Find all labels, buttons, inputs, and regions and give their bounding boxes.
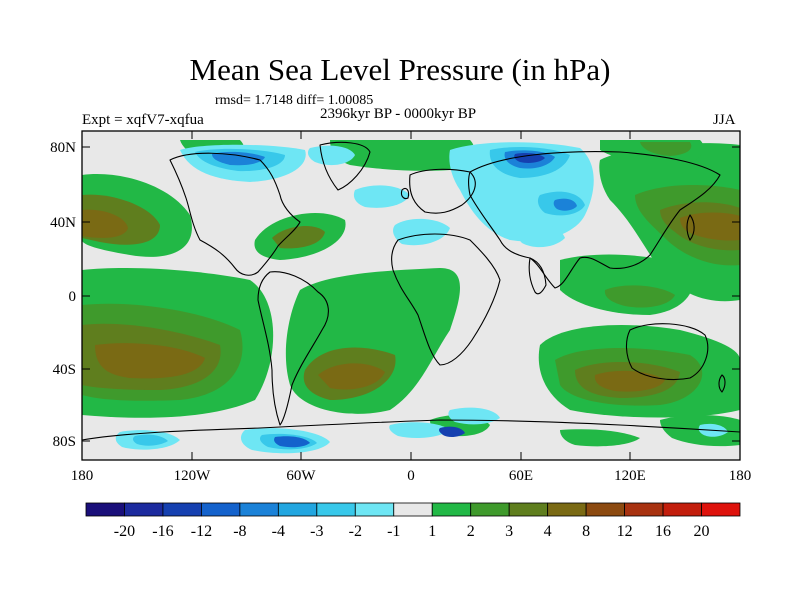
legend-label-9: 2	[467, 523, 475, 540]
negative-anomaly-fields	[115, 142, 728, 454]
figure-title: Mean Sea Level Pressure (in hPa)	[189, 52, 611, 87]
legend-label-14: 16	[655, 523, 671, 540]
legend-label-1: -16	[152, 523, 173, 540]
lon-label-60w: 60W	[286, 468, 316, 484]
lat-label-40s: 40S	[53, 362, 76, 378]
legend-swatch-10	[470, 502, 510, 517]
legend-label-5: -3	[310, 523, 323, 540]
lon-label-60e: 60E	[509, 468, 533, 484]
legend-label-0: -20	[114, 523, 135, 540]
legend-label-11: 4	[544, 523, 552, 540]
legend-swatch-8	[393, 502, 433, 517]
legend-swatch-1	[124, 502, 164, 517]
legend-label-12: 8	[582, 523, 590, 540]
legend-label-2: -12	[191, 523, 212, 540]
legend-label-10: 3	[505, 523, 513, 540]
lat-label-80s: 80S	[53, 434, 76, 450]
legend-swatch-7	[354, 502, 395, 517]
legend-swatch-15	[662, 502, 702, 517]
legend-label-3: -8	[233, 523, 246, 540]
legend-swatch-16	[701, 502, 741, 517]
legend-label-13: 12	[617, 523, 633, 540]
lat-label-80n: 80N	[50, 140, 76, 156]
legend-swatch-13	[585, 502, 625, 517]
legend-label-15: 20	[694, 523, 710, 540]
legend-swatch-6	[316, 502, 356, 517]
legend-label-8: 1	[428, 523, 436, 540]
legend-label-7: -1	[387, 523, 400, 540]
lon-label-120e: 120E	[614, 468, 646, 484]
lat-label-0: 0	[69, 289, 77, 305]
legend-swatch-0	[85, 502, 125, 517]
lon-label-180w: 180	[71, 468, 94, 484]
longitude-ticks	[191, 131, 631, 460]
legend-label-4: -4	[272, 523, 285, 540]
season-label: JJA	[713, 112, 736, 128]
legend-swatch-14	[624, 502, 664, 517]
lon-label-180e: 180	[729, 468, 752, 484]
legend-labels: -20 -16 -12 -8 -4 -3 -2 -1 1 2 3 4 8 12 16 20	[114, 523, 710, 540]
lon-label-0: 0	[407, 468, 415, 484]
legend-swatch-12	[547, 502, 587, 517]
legend-swatch-5	[277, 502, 318, 517]
legend-label-6: -2	[349, 523, 362, 540]
legend-swatch-11	[508, 502, 549, 517]
legend-colorbar	[85, 502, 741, 517]
lat-label-40n: 40N	[50, 215, 76, 231]
stats-line: rmsd= 1.7148 diff= 1.00085	[215, 93, 374, 108]
period-label: 2396kyr BP - 0000kyr BP	[320, 106, 477, 122]
legend-swatch-2	[162, 502, 202, 517]
coastlines	[82, 141, 740, 441]
legend-swatch-9	[431, 502, 472, 517]
lon-label-120w: 120W	[174, 468, 212, 484]
legend-swatch-4	[239, 502, 279, 517]
latitude-ticks	[82, 146, 740, 442]
positive-anomaly-fields	[82, 140, 740, 447]
legend-swatch-3	[201, 502, 241, 517]
experiment-label: Expt = xqfV7-xqfua	[82, 112, 204, 128]
